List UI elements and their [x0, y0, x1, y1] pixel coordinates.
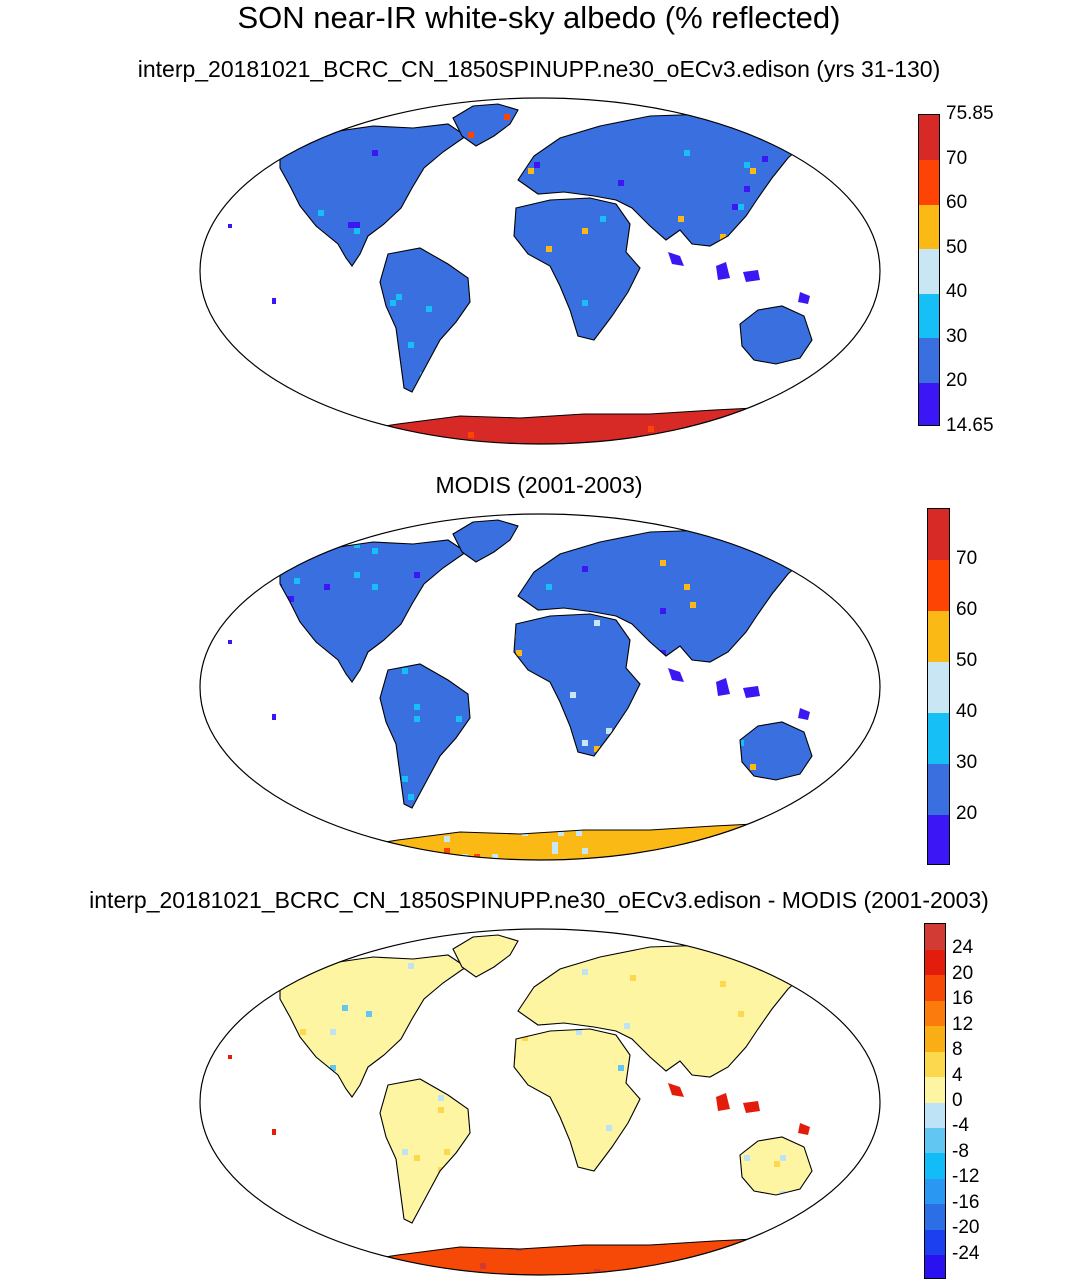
colorbar-segment: [925, 924, 945, 950]
colorbar-label: 0: [952, 1090, 963, 1111]
colorbar-label: -24: [952, 1242, 980, 1264]
colorbar-label: 75.85: [946, 103, 994, 124]
colorbar-label: 30: [956, 752, 978, 773]
colorbar-label: -16: [952, 1191, 980, 1213]
colorbar-segment: [919, 293, 939, 339]
panel-title-model: interp_20181021_BCRC_CN_1850SPINUPP.ne30…: [137, 56, 941, 82]
colorbar-segment: [925, 949, 945, 976]
colorbar-scale: [924, 923, 946, 1279]
landmass-samerica: [380, 1079, 470, 1223]
colorbar-segment: [928, 713, 949, 764]
colorbar-segment: [928, 764, 949, 815]
panel-title-obs: MODIS (2001-2003): [435, 472, 643, 498]
colorbar-segment: [919, 204, 939, 250]
colorbar-segment: [925, 974, 945, 1001]
colorbar-segment: [925, 1254, 945, 1278]
landmass-greenland: [453, 520, 518, 562]
colorbar-segment: [925, 1051, 945, 1078]
landmass-australia: [740, 722, 812, 780]
colorbar-segment: [925, 1178, 945, 1205]
colorbar-label: 50: [946, 236, 968, 258]
colorbar-segment: [919, 115, 939, 160]
landmass-africa: [514, 614, 640, 756]
colorbar-label: -8: [952, 1140, 969, 1162]
colorbar-label: 8: [952, 1039, 963, 1061]
colorbar-label: -12: [952, 1166, 980, 1188]
colorbar-label: 40: [946, 281, 968, 303]
colorbar-segment: [928, 611, 949, 662]
landmass-eurasia: [518, 530, 806, 662]
colorbar-segment: [925, 1127, 945, 1154]
colorbar-segment: [919, 382, 939, 425]
landmass-samerica: [380, 248, 470, 392]
colorbar-segment: [925, 1203, 945, 1230]
colorbar-label: 20: [952, 962, 974, 984]
colorbar-label: 24: [952, 937, 974, 959]
colorbar-segment: [928, 509, 949, 560]
colorbar-scale: [927, 508, 950, 865]
map-diff: [199, 928, 881, 1276]
colorbar-label: 40: [956, 701, 978, 722]
colorbar-label: -4: [952, 1115, 969, 1137]
colorbar-label: 70: [946, 147, 968, 169]
map-frame: [199, 97, 881, 445]
colorbar-label: 20: [946, 370, 968, 392]
map-frame: [199, 513, 881, 861]
colorbar-label: 50: [956, 650, 978, 671]
figure-title: SON near-IR white-sky albedo (% reflecte…: [237, 0, 841, 35]
map-model: [199, 97, 881, 445]
colorbar-label: -20: [952, 1217, 980, 1239]
landmass-australia: [740, 306, 812, 364]
map-obs: [199, 513, 881, 861]
colorbar-scale: [918, 114, 940, 426]
landmass-africa: [514, 1029, 640, 1171]
landmass-namerica: [280, 955, 466, 1097]
colorbar-label: 14.65: [946, 415, 994, 436]
colorbar-segment: [925, 1102, 945, 1128]
landmass-eurasia: [518, 945, 806, 1077]
colorbar-segment: [928, 662, 949, 713]
landmass-namerica: [280, 124, 466, 266]
colorbar-label: 70: [956, 548, 978, 569]
colorbar-segment: [925, 1025, 945, 1052]
colorbar-label: 16: [952, 988, 974, 1010]
colorbar-label: 20: [956, 803, 978, 824]
landmass-africa: [514, 198, 640, 340]
colorbar-label: 30: [946, 325, 968, 347]
landmass-samerica: [380, 664, 470, 808]
colorbar-label: 12: [952, 1013, 974, 1035]
panel-title-diff: interp_20181021_BCRC_CN_1850SPINUPP.ne30…: [89, 887, 989, 913]
colorbar-segment: [925, 1152, 945, 1179]
colorbar-segment: [925, 1000, 945, 1027]
colorbar-segment: [919, 248, 939, 294]
landmass-greenland: [453, 935, 518, 977]
colorbar-segment: [925, 1076, 945, 1103]
colorbar-segment: [919, 159, 939, 205]
landmass-eurasia: [518, 114, 806, 246]
colorbar-segment: [919, 337, 939, 383]
colorbar-segment: [928, 560, 949, 611]
colorbar-label: 60: [946, 192, 968, 214]
colorbar-label: 4: [952, 1064, 963, 1086]
map-frame: [199, 928, 881, 1276]
colorbar-segment: [925, 1229, 945, 1256]
colorbar-label: 60: [956, 599, 978, 620]
colorbar-segment: [928, 815, 949, 864]
